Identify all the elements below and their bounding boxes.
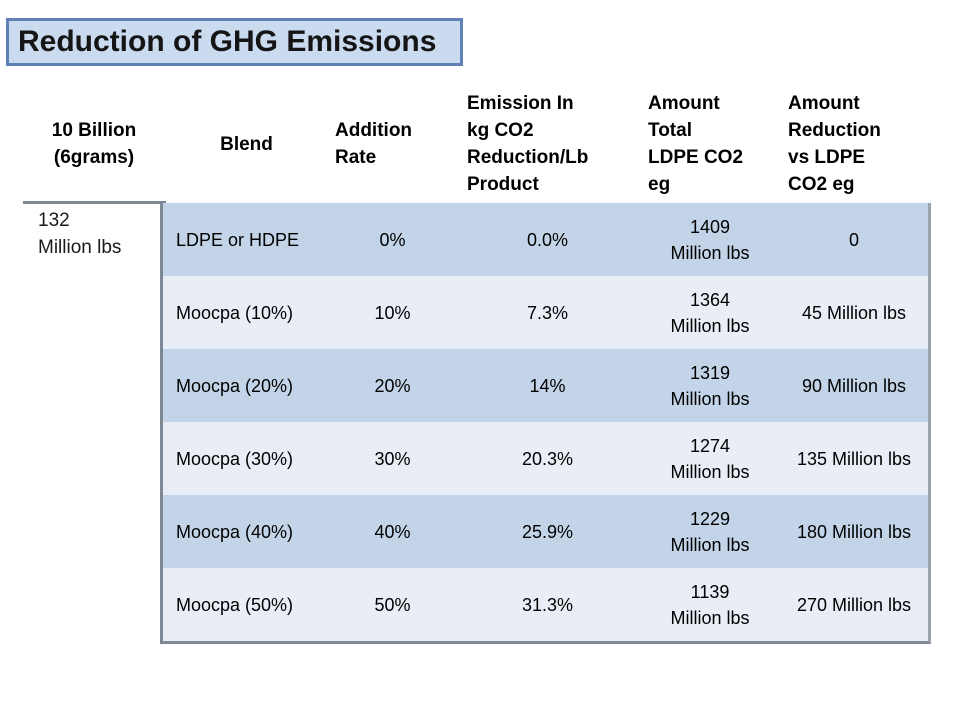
cell-amount-total: 1139 Million lbs bbox=[670, 581, 750, 628]
column-header-volume: 10 Billion (6grams) bbox=[51, 120, 137, 168]
column-header-amount-total: Amount Total LDPE CO2 eg bbox=[648, 93, 744, 195]
cell-blend: Moocpa (40%) bbox=[176, 521, 294, 542]
cell-addition-rate: 20% bbox=[374, 375, 411, 396]
column-header-blend: Blend bbox=[220, 133, 273, 155]
cell-addition-rate: 50% bbox=[374, 594, 411, 615]
cell-amount-total: 1319 Million lbs bbox=[670, 362, 750, 409]
table-row: Moocpa (30%) 30% 20.3% 1274 Million lbs … bbox=[163, 422, 928, 495]
cell-blend: Moocpa (50%) bbox=[176, 594, 294, 615]
cell-amount-reduction: 0 bbox=[848, 229, 859, 250]
cell-addition-rate: 30% bbox=[374, 448, 411, 469]
cell-amount-total: 1274 Million lbs bbox=[670, 435, 750, 482]
cell-emission: 14% bbox=[529, 375, 566, 396]
cell-amount-reduction: 180 Million lbs bbox=[796, 521, 912, 542]
table-row: Moocpa (10%) 10% 7.3% 1364 Million lbs 4… bbox=[163, 276, 928, 349]
table-row: Moocpa (20%) 20% 14% 1319 Million lbs 90… bbox=[163, 349, 928, 422]
cell-amount-reduction: 45 Million lbs bbox=[801, 302, 907, 323]
cell-amount-reduction: 135 Million lbs bbox=[796, 448, 912, 469]
cell-blend: Moocpa (30%) bbox=[176, 448, 294, 469]
cell-amount-reduction: 90 Million lbs bbox=[801, 375, 907, 396]
column-header-amount-reduction: Amount Reduction vs LDPE CO2 eg bbox=[788, 93, 881, 195]
cell-addition-rate: 10% bbox=[374, 302, 411, 323]
cell-blend: Moocpa (10%) bbox=[176, 302, 294, 323]
column-header-addition-rate: Addition Rate bbox=[335, 120, 413, 168]
cell-emission: 20.3% bbox=[521, 448, 574, 469]
table-row: LDPE or HDPE 0% 0.0% 1409 Million lbs 0 bbox=[163, 203, 928, 276]
cell-emission: 25.9% bbox=[521, 521, 574, 542]
cell-amount-total: 1409 Million lbs bbox=[670, 216, 750, 263]
slide-title: Reduction of GHG Emissions bbox=[18, 25, 437, 58]
cell-amount-total: 1364 Million lbs bbox=[670, 289, 750, 336]
title-box: Reduction of GHG Emissions bbox=[6, 18, 463, 66]
cell-amount-total: 1229 Million lbs bbox=[670, 508, 750, 555]
cell-addition-rate: 40% bbox=[374, 521, 411, 542]
cell-amount-reduction: 270 Million lbs bbox=[796, 594, 912, 615]
cell-emission: 0.0% bbox=[526, 229, 569, 250]
cell-blend: LDPE or HDPE bbox=[176, 229, 300, 250]
cell-addition-rate: 0% bbox=[379, 229, 406, 250]
cell-emission: 7.3% bbox=[526, 302, 569, 323]
table-row: Moocpa (50%) 50% 31.3% 1139 Million lbs … bbox=[163, 568, 928, 641]
volume-header-underline bbox=[23, 201, 166, 204]
cell-blend: Moocpa (20%) bbox=[176, 375, 294, 396]
emissions-table: LDPE or HDPE 0% 0.0% 1409 Million lbs 0 … bbox=[160, 203, 931, 644]
cell-emission: 31.3% bbox=[521, 594, 574, 615]
volume-row-label: 132 Million lbs bbox=[38, 210, 122, 258]
table-row: Moocpa (40%) 40% 25.9% 1229 Million lbs … bbox=[163, 495, 928, 568]
column-header-emission: Emission In kg CO2 Reduction/Lb Product bbox=[467, 93, 589, 195]
